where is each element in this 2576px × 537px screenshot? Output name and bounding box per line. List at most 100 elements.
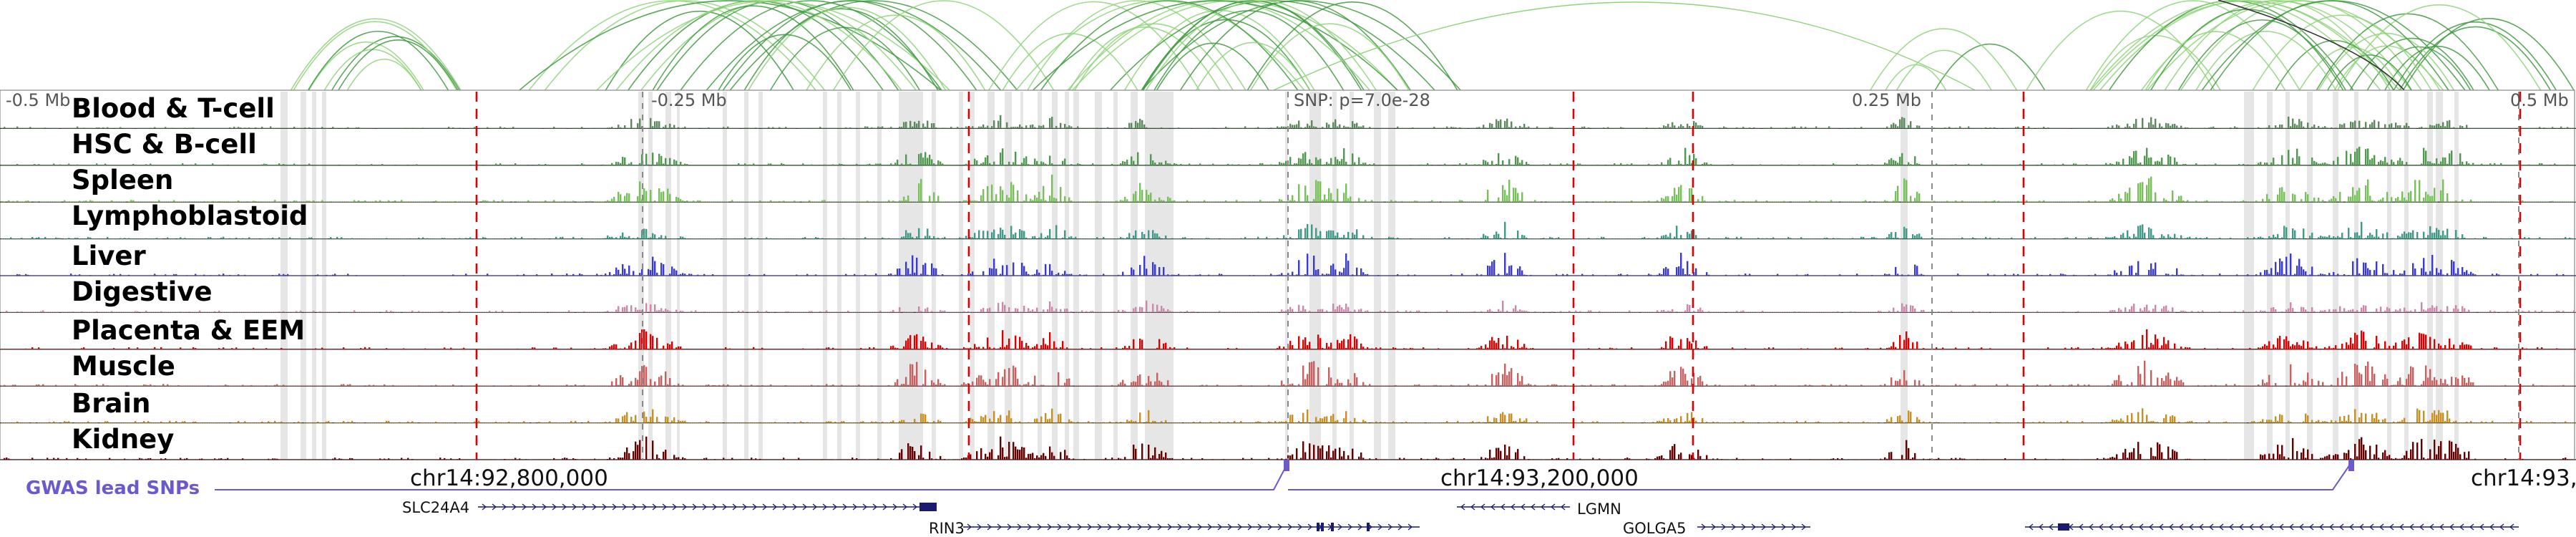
signal-bar bbox=[2474, 238, 2477, 239]
signal-bar bbox=[572, 200, 575, 203]
signal-bar bbox=[2500, 163, 2502, 165]
signal-bar bbox=[182, 127, 184, 129]
signal-bar bbox=[1654, 127, 1657, 129]
signal-bar bbox=[2367, 235, 2369, 239]
signal-bar bbox=[645, 127, 648, 129]
signal-bar bbox=[875, 201, 877, 203]
signal-bar bbox=[787, 238, 789, 239]
signal-bar bbox=[1279, 198, 1281, 203]
signal-bar bbox=[2075, 127, 2077, 129]
signal-bar bbox=[145, 164, 147, 165]
signal-bar bbox=[2245, 238, 2247, 239]
signal-bar bbox=[819, 201, 821, 203]
signal-bar bbox=[1526, 127, 1528, 129]
signal-bar bbox=[2552, 127, 2554, 129]
signal-bar bbox=[74, 127, 77, 129]
signal-bar bbox=[1152, 230, 1154, 239]
signal-bar bbox=[1223, 127, 1225, 129]
signal-bar bbox=[1614, 163, 1616, 165]
signal-bar bbox=[1081, 127, 1083, 129]
signal-bar bbox=[1294, 125, 1296, 129]
signal-bar bbox=[96, 201, 98, 203]
signal-bar bbox=[1051, 174, 1053, 203]
signal-bar bbox=[785, 127, 787, 129]
signal-bar bbox=[422, 201, 424, 203]
signal-bar bbox=[547, 127, 549, 129]
signal-bar bbox=[1103, 127, 1105, 129]
signal-bar bbox=[1800, 201, 1802, 203]
signal-bar bbox=[2127, 123, 2129, 129]
signal-bar bbox=[1957, 238, 1959, 239]
signal-bar bbox=[1766, 127, 1768, 129]
signal-bar bbox=[248, 201, 250, 203]
signal-bar bbox=[184, 127, 186, 129]
interaction-arc bbox=[544, 0, 826, 91]
signal-bar bbox=[532, 201, 534, 203]
signal-bar bbox=[409, 201, 411, 203]
signal-bar bbox=[2161, 234, 2163, 239]
signal-bar bbox=[1611, 238, 1614, 239]
signal-bar bbox=[40, 275, 42, 276]
signal-bar bbox=[2255, 238, 2258, 239]
signal-bar bbox=[738, 238, 740, 239]
signal-bar bbox=[1888, 201, 1890, 203]
signal-bar bbox=[2318, 237, 2320, 239]
signal-bar bbox=[1435, 127, 1438, 129]
signal-bar bbox=[2219, 201, 2221, 203]
signal-bar bbox=[343, 201, 345, 203]
signal-bar bbox=[1523, 235, 1526, 239]
signal-bar bbox=[1981, 238, 1983, 239]
signal-bar bbox=[1092, 163, 1094, 165]
signal-bar bbox=[396, 275, 399, 276]
signal-bar bbox=[2258, 236, 2260, 239]
signal-bar bbox=[1772, 237, 1775, 239]
signal-bar bbox=[1139, 118, 1141, 129]
signal-bar bbox=[2507, 238, 2509, 239]
signal-bar bbox=[1833, 201, 1835, 203]
signal-bar bbox=[205, 201, 208, 203]
signal-bar bbox=[1377, 201, 1380, 203]
signal-bar bbox=[2316, 238, 2318, 239]
signal-bar bbox=[2270, 127, 2273, 129]
signal-bar bbox=[2131, 238, 2133, 239]
interaction-arc bbox=[1040, 0, 1299, 91]
signal-bar bbox=[388, 238, 390, 239]
signal-bar bbox=[2251, 127, 2253, 129]
signal-bar bbox=[2148, 178, 2150, 203]
signal-bar bbox=[2371, 122, 2373, 129]
signal-bar bbox=[504, 201, 506, 203]
interaction-arc bbox=[338, 39, 459, 91]
signal-bar bbox=[2373, 155, 2376, 165]
signal-bar bbox=[727, 126, 729, 129]
signal-bar bbox=[195, 238, 197, 239]
signal-bar bbox=[431, 127, 433, 129]
signal-bar bbox=[2206, 127, 2208, 129]
signal-bar bbox=[171, 238, 173, 239]
signal-bar bbox=[422, 275, 424, 276]
signal-bar bbox=[1478, 201, 1480, 203]
interaction-arc bbox=[2210, 0, 2449, 91]
signal-bar bbox=[562, 201, 564, 203]
signal-bar bbox=[218, 200, 220, 203]
signal-bar bbox=[104, 163, 107, 165]
signal-bar bbox=[98, 238, 100, 239]
signal-bar bbox=[1910, 121, 1912, 129]
signal-bar bbox=[824, 127, 826, 129]
signal-bar bbox=[64, 275, 66, 276]
signal-bar bbox=[1476, 238, 1478, 239]
signal-bar bbox=[1045, 200, 1047, 203]
signal-bar bbox=[1738, 201, 1740, 203]
signal-bar bbox=[2249, 127, 2251, 129]
signal-bar bbox=[454, 127, 457, 129]
signal-bar bbox=[1596, 201, 1599, 203]
signal-bar bbox=[1453, 238, 1455, 239]
signal-bar bbox=[2352, 162, 2354, 165]
signal-bar bbox=[2135, 119, 2137, 129]
signal-bar bbox=[2217, 201, 2219, 203]
signal-bar bbox=[2358, 120, 2361, 129]
signal-bar bbox=[2180, 235, 2182, 239]
signal-bar bbox=[1064, 158, 1066, 165]
signal-bar bbox=[1279, 162, 1281, 165]
signal-bar bbox=[250, 127, 253, 129]
